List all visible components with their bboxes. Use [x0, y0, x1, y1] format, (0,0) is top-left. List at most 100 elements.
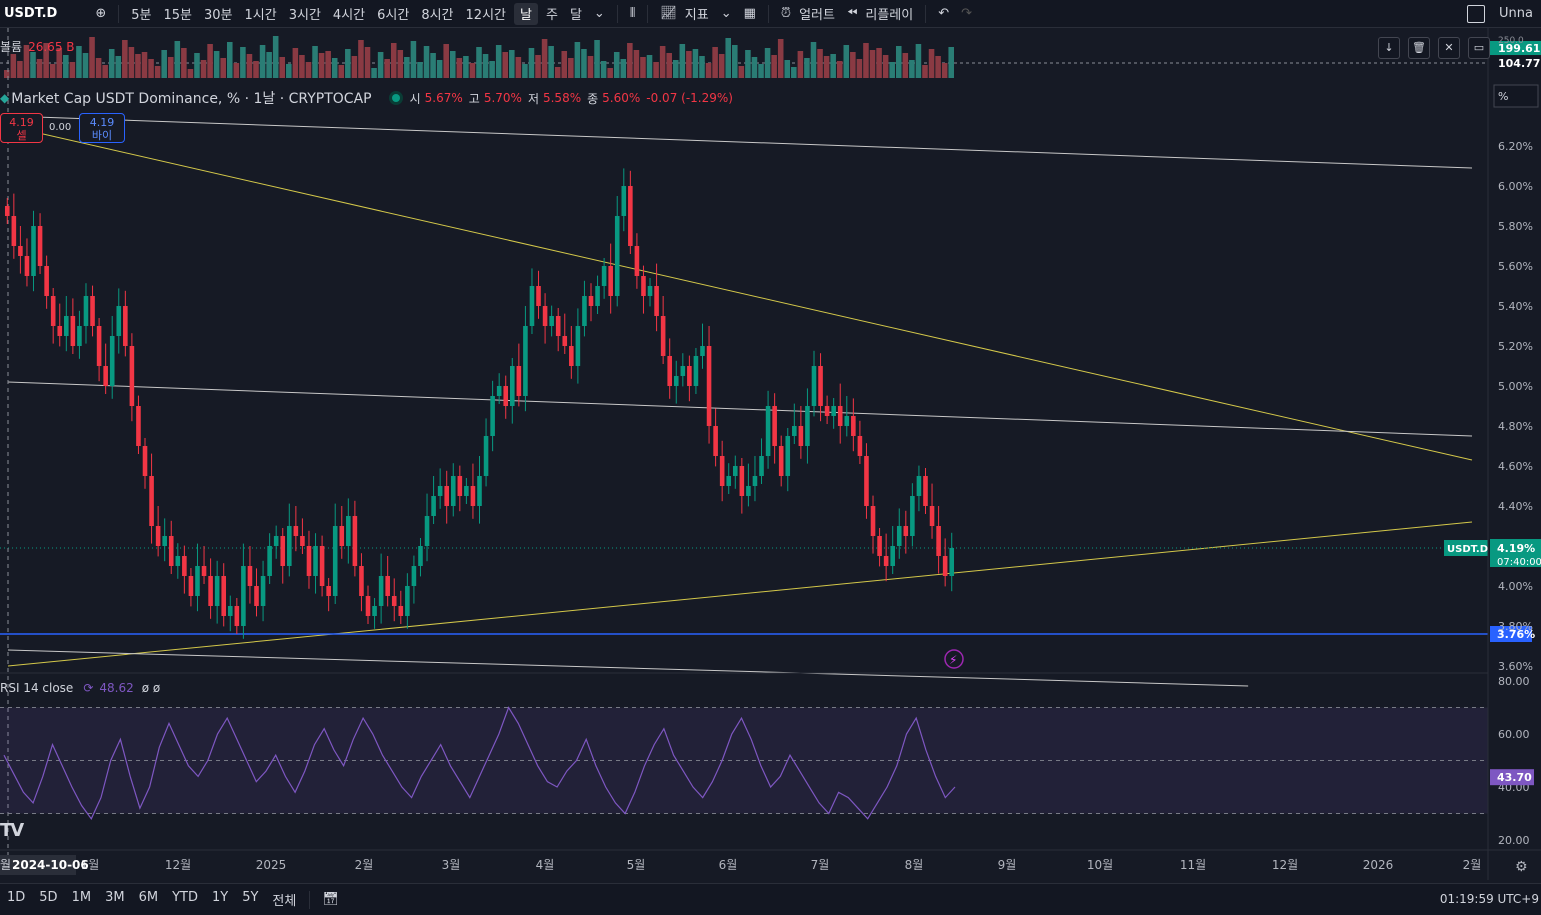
range-0[interactable]: 1D [7, 890, 26, 905]
interval-3[interactable]: 1시간 [244, 8, 277, 23]
time-label: 6월 [719, 858, 738, 872]
range-5[interactable]: YTD [172, 890, 198, 905]
chevron-down-icon[interactable]: ⌄ [593, 6, 605, 21]
candle-body [811, 366, 817, 406]
undo-icon[interactable]: ↶ [938, 6, 950, 21]
range-8[interactable]: 전체 [272, 894, 297, 909]
range-6[interactable]: 1Y [211, 890, 229, 905]
volume-bar [390, 43, 397, 78]
indicators-label: 지표 [684, 8, 709, 23]
series-title[interactable]: Market Cap USDT Dominance, % · 1날 · CRYP… [11, 91, 372, 107]
candle-body [247, 566, 253, 586]
trash-icon[interactable]: 🗑︎ [1408, 37, 1430, 59]
interval-2[interactable]: 30분 [204, 8, 233, 23]
candle-body [280, 536, 286, 566]
volume-bar [554, 67, 561, 78]
interval-11[interactable]: 달 [569, 8, 582, 23]
volume-bar [384, 59, 390, 78]
replay-button[interactable]: ⏪︎ 리플레이 [841, 0, 919, 27]
volume-bar [56, 48, 63, 78]
candle-body [175, 556, 181, 566]
alert-button[interactable]: ⏰︎ 얼러트 [775, 0, 841, 27]
trendlines[interactable]: 3.76% USDT.D 4.19% 07:40:00 ⚡ [0, 28, 1541, 858]
candle-type-icon[interactable]: ⫴ [629, 6, 636, 21]
candle-body [450, 476, 456, 506]
calendar-icon[interactable]: 📅︎ [322, 892, 339, 907]
arrow-down-icon[interactable]: ↓ [1378, 37, 1400, 59]
time-axis[interactable]: 1월 12월 2025 2월 3월 4월 5월 6월 7월 8월 9월 10월 11월 12월 2026 2월… [0, 849, 1541, 875]
price-chart[interactable]: 199.61 B 104.77 B 250.0 3.76% USDT.D 4.19% 07… [0, 28, 1541, 880]
time-label: 2월 [1463, 858, 1482, 872]
candle-body [759, 456, 764, 476]
volume-bar [764, 48, 771, 78]
range-1[interactable]: 5D [39, 890, 58, 905]
range-7[interactable]: 5Y [242, 890, 259, 905]
volume-bar [777, 39, 784, 78]
candle-body [457, 476, 463, 496]
volume-bar [443, 44, 449, 78]
candle-body [116, 306, 122, 336]
range-4[interactable]: 6M [138, 890, 159, 905]
interval-6[interactable]: 6시간 [377, 8, 410, 23]
volume-bar [226, 42, 233, 78]
volume-bar [181, 48, 187, 78]
candle-body [660, 316, 666, 356]
candle-body [313, 546, 318, 576]
volume-bar [843, 45, 850, 78]
symbol-search[interactable]: USDT.D [4, 6, 58, 21]
interval-7[interactable]: 8시간 [421, 8, 454, 23]
interval-1[interactable]: 15분 [163, 8, 192, 23]
range-3[interactable]: 3M [105, 890, 125, 905]
candle-body [896, 526, 902, 546]
volume-bar [469, 63, 476, 78]
volume-bar [279, 57, 286, 78]
candle-body [844, 416, 850, 426]
sell-button[interactable]: 4.19 셀 [0, 113, 43, 143]
candle-body [870, 506, 876, 536]
candle-body [601, 266, 607, 286]
volume-bar [686, 51, 692, 78]
candle-body [201, 566, 207, 576]
volume-bar [272, 36, 279, 78]
add-symbol-icon[interactable]: ⊕ [95, 6, 107, 21]
redo-icon[interactable]: ↷ [961, 6, 973, 21]
collapse-icon[interactable]: ✕ [1438, 37, 1460, 59]
buy-button[interactable]: 4.19 바이 [79, 113, 125, 143]
candle-body [103, 366, 108, 386]
interval-5[interactable]: 4시간 [332, 8, 366, 23]
low-label: 저 [527, 91, 539, 106]
volume-bar [882, 55, 889, 78]
candle-body [516, 366, 522, 396]
interval-10[interactable]: 주 [545, 8, 558, 23]
templates-icon[interactable]: ▦ [743, 6, 756, 21]
range-2[interactable]: 1M [71, 890, 92, 905]
maximize-icon[interactable]: ▭ [1468, 37, 1490, 59]
candle-body [405, 586, 410, 616]
volume-bar [345, 49, 351, 78]
indicators-button[interactable]: 📈︎ 지표 [654, 0, 714, 27]
tradingview-logo[interactable]: TV [0, 820, 24, 841]
candle-body [923, 476, 928, 506]
candle-body [359, 566, 364, 596]
interval-0[interactable]: 5분 [131, 8, 152, 23]
clock[interactable]: 01:19:59 UTC+9 [1439, 892, 1539, 906]
candle-body [142, 446, 148, 476]
open-value: 5.67% [424, 91, 463, 105]
candle-body [641, 276, 646, 296]
layout-checkbox[interactable]: Unna [1461, 0, 1541, 27]
candle-body [332, 526, 338, 596]
interval-8[interactable]: 12시간 [465, 8, 506, 23]
interval-4[interactable]: 3시간 [288, 8, 321, 23]
volume-bar [102, 65, 108, 78]
chevron-down-icon[interactable]: ⌄ [720, 6, 732, 21]
volume-bar [751, 57, 758, 78]
candle-body [227, 606, 233, 616]
rsi-label[interactable]: RSI 14 close [0, 681, 74, 695]
volume-bar [371, 68, 377, 78]
price-axis[interactable]: 6.20% 6.00% 5.80% 5.60% 5.40% 5.20% 5.00% 4.80%… [1487, 28, 1539, 880]
interval-9[interactable]: 날 [514, 2, 538, 25]
volume-value: 26.65 B [28, 40, 75, 54]
candle-body [483, 436, 489, 476]
candle-body [365, 596, 371, 616]
volume-bar [718, 54, 725, 78]
